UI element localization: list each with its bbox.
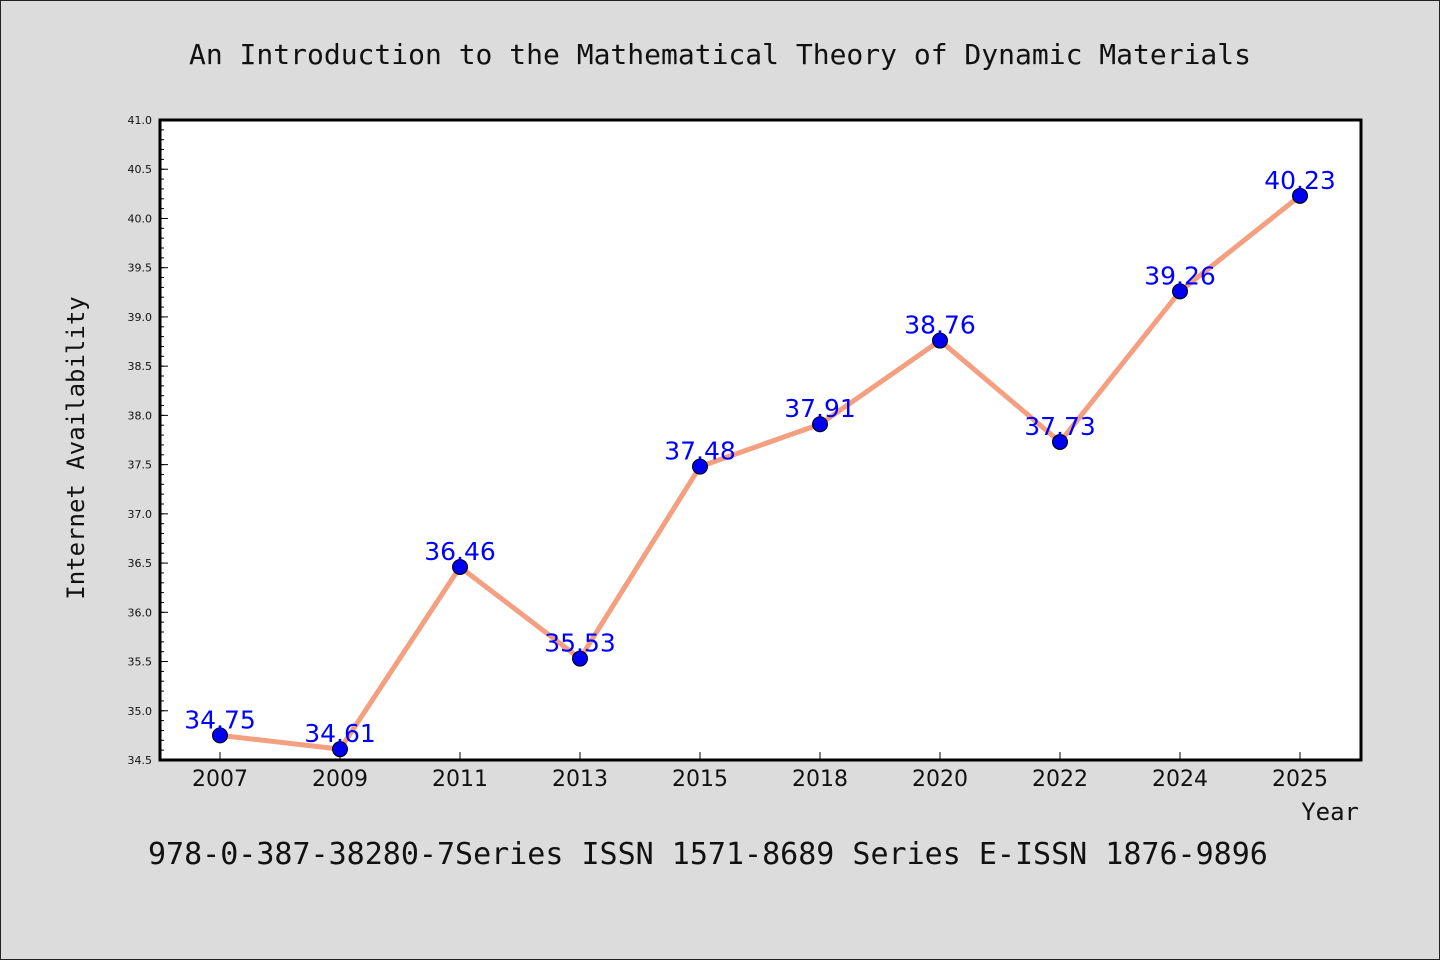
x-tick-label: 2007 bbox=[192, 767, 248, 792]
data-markers bbox=[212, 187, 1308, 758]
y-tick-label: 35.0 bbox=[128, 705, 153, 718]
y-tick-label: 36.5 bbox=[128, 557, 153, 570]
plot-area bbox=[160, 120, 1361, 760]
data-label: 38.76 bbox=[904, 311, 976, 340]
series-line-group bbox=[217, 193, 1303, 752]
data-label: 40.23 bbox=[1264, 166, 1336, 195]
data-labels: 34.75 34.61 36.46 35.53 37.48 37.91 38.76 37.73… bbox=[184, 166, 1336, 748]
x-tick-label: 2015 bbox=[672, 767, 728, 792]
y-tick-label: 37.5 bbox=[128, 459, 153, 472]
x-tick-label: 2020 bbox=[912, 767, 968, 792]
data-point bbox=[692, 458, 708, 475]
data-point bbox=[452, 559, 468, 576]
x-tick-label: 2009 bbox=[312, 767, 368, 792]
y-tick-label: 41.0 bbox=[128, 114, 153, 127]
footer-text: 978-0-387-38280-7Series ISSN 1571-8689 S… bbox=[148, 837, 1268, 872]
y-tick-label: 39.0 bbox=[128, 311, 153, 324]
data-label: 39.26 bbox=[1144, 261, 1216, 290]
x-tick-label: 2018 bbox=[792, 767, 848, 792]
data-point bbox=[1052, 433, 1068, 450]
x-tick-label: 2013 bbox=[552, 767, 608, 792]
y-tick-label: 40.0 bbox=[128, 212, 153, 225]
data-label: 36.46 bbox=[424, 537, 496, 566]
data-point bbox=[332, 741, 348, 758]
data-point bbox=[572, 650, 588, 667]
chart-title: An Introduction to the Mathematical Theo… bbox=[189, 38, 1251, 71]
data-point bbox=[1172, 283, 1188, 300]
x-tick-label: 2024 bbox=[1152, 767, 1208, 792]
data-label: 35.53 bbox=[544, 629, 616, 658]
y-tick-label: 34.5 bbox=[128, 754, 153, 767]
y-axis-label: Internet Availability bbox=[62, 296, 90, 599]
y-tick-label: 36.0 bbox=[128, 606, 153, 619]
y-tick-label: 38.5 bbox=[128, 360, 153, 373]
x-tick-label: 2011 bbox=[432, 767, 488, 792]
data-point bbox=[812, 416, 828, 433]
data-label: 37.48 bbox=[664, 437, 736, 466]
x-tick-label: 2025 bbox=[1272, 767, 1328, 792]
x-tick-label: 2022 bbox=[1032, 767, 1088, 792]
y-tick-label: 40.5 bbox=[128, 163, 153, 176]
data-label: 37.73 bbox=[1024, 412, 1096, 441]
y-tick-label: 39.5 bbox=[128, 262, 153, 275]
plot-border bbox=[158, 118, 1363, 762]
x-axis-label: Year bbox=[1301, 798, 1359, 826]
series-line bbox=[217, 193, 1303, 752]
data-label: 34.61 bbox=[304, 719, 376, 748]
data-point bbox=[932, 332, 948, 349]
y-tick-label: 37.0 bbox=[128, 508, 153, 521]
data-point bbox=[1292, 187, 1308, 204]
data-point bbox=[212, 727, 228, 744]
y-tick-label: 38.0 bbox=[128, 409, 153, 422]
data-label: 34.75 bbox=[184, 705, 256, 734]
y-tick-label: 35.5 bbox=[128, 656, 153, 669]
x-axis: 2007 2009 2011 2013 2015 2018 2020 2022 2024 2025 bbox=[192, 752, 1328, 792]
data-label: 37.91 bbox=[784, 394, 856, 423]
